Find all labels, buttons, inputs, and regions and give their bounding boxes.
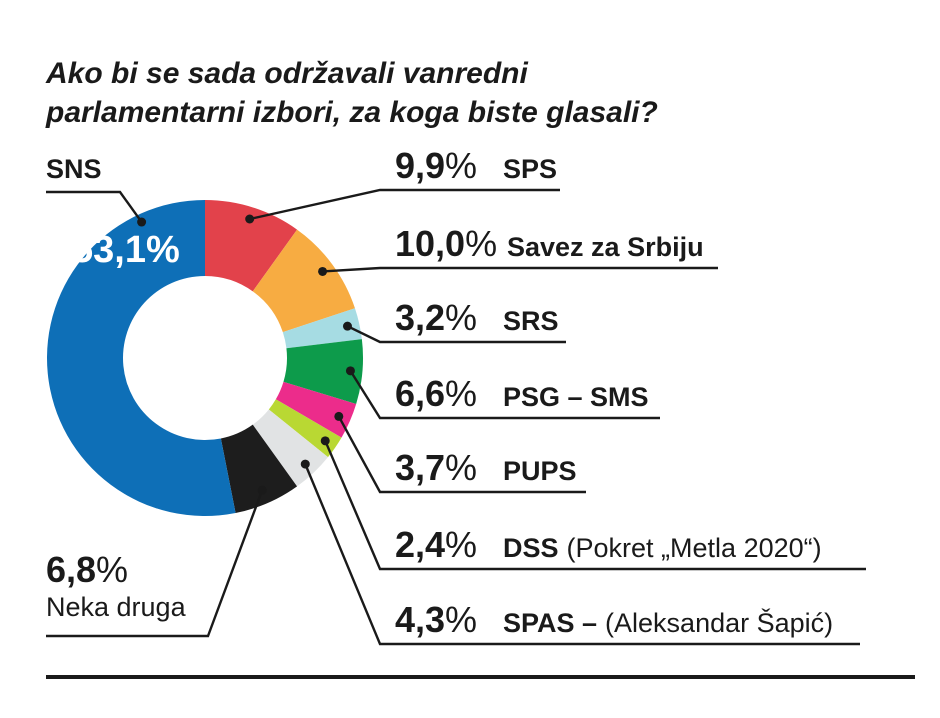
- leader-druga: [46, 489, 264, 638]
- leader-spas: [304, 463, 860, 646]
- chart-title-line-1: Ako bi se sada održavali vanredni: [45, 57, 529, 90]
- leader-dot-druga: [257, 485, 267, 495]
- slice-sps: [205, 200, 298, 292]
- chart-title-line-2: parlamentarni izbori, za koga biste glas…: [45, 96, 658, 129]
- leader-dot-spas: [300, 459, 310, 469]
- pct-label-sns: 53,1%: [72, 229, 180, 271]
- slice-srs: [282, 308, 362, 349]
- slice-pups: [275, 381, 357, 438]
- name-label-srs: SRS: [503, 306, 559, 336]
- donut-slices: [47, 200, 363, 516]
- pct-label-dss: 2,4%: [395, 524, 477, 565]
- leader-dot-psg: [345, 366, 355, 376]
- name-label-spas: SPAS – (Aleksandar Šapić): [503, 607, 833, 638]
- leader-sns: [46, 190, 143, 223]
- name-label-sns: SNS: [46, 154, 102, 184]
- leader-dss: [324, 440, 866, 571]
- leader-savez: [322, 266, 718, 273]
- leader-dot-dss: [320, 436, 330, 446]
- name-label-dss: DSS (Pokret „Metla 2020“): [503, 533, 822, 563]
- leader-sps: [249, 188, 560, 221]
- slice-savez: [252, 229, 355, 333]
- leader-dot-savez: [318, 266, 328, 276]
- leader-psg: [349, 370, 660, 420]
- pct-label-savez: 10,0%: [395, 223, 497, 264]
- slice-sns: [47, 200, 236, 516]
- pct-label-psg: 6,6%: [395, 373, 477, 414]
- leader-lines: [46, 188, 866, 646]
- pct-label-srs: 3,2%: [395, 297, 477, 338]
- pct-label-spas: 4,3%: [395, 599, 477, 640]
- name-label-psg: PSG – SMS: [503, 382, 649, 412]
- pct-label-sps: 9,9%: [395, 145, 477, 186]
- slice-psg: [283, 339, 363, 404]
- leader-dot-sps: [245, 214, 255, 224]
- leader-dot-pups: [334, 411, 344, 421]
- leader-srs: [346, 325, 566, 344]
- leader-pups: [337, 415, 586, 494]
- name-label-savez: Savez za Srbiju: [507, 232, 704, 262]
- leader-dot-sns: [137, 217, 147, 227]
- slice-druga: [220, 424, 298, 514]
- leader-dot-srs: [342, 321, 352, 331]
- slice-labels: 9,9% SPS 10,0% Savez za Srbiju 3,2% SRS 6,6% PS…: [46, 145, 833, 640]
- pct-label-pups: 3,7%: [395, 447, 477, 488]
- name-label-pups: PUPS: [503, 456, 577, 486]
- pct-label-druga: 6,8%: [46, 549, 128, 590]
- name-label-druga: Neka druga: [46, 592, 187, 622]
- slice-spas: [252, 409, 328, 487]
- name-label-sps: SPS: [503, 154, 557, 184]
